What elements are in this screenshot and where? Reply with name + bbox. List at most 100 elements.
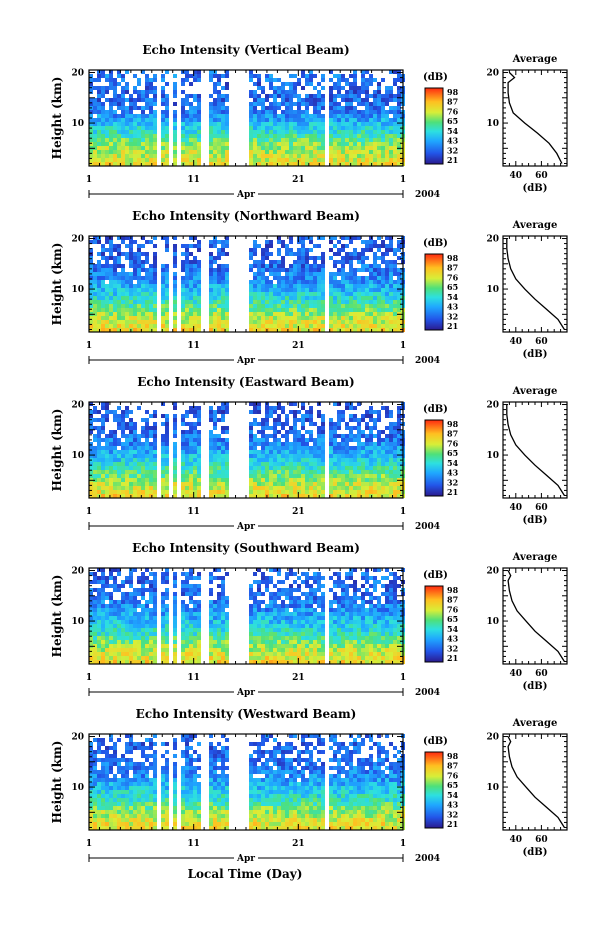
heatmap-cell bbox=[173, 434, 177, 438]
heatmap-cell bbox=[273, 102, 277, 106]
heatmap-cell bbox=[153, 430, 157, 434]
heatmap-cell bbox=[185, 276, 189, 280]
heatmap-cell bbox=[341, 106, 345, 110]
heatmap-cell bbox=[293, 446, 297, 450]
heatmap-cell bbox=[197, 276, 201, 280]
heatmap-cell bbox=[337, 458, 341, 462]
heatmap-cell bbox=[225, 494, 229, 498]
heatmap-cell bbox=[165, 316, 169, 320]
heatmap-cell bbox=[261, 426, 265, 430]
heatmap-cell bbox=[397, 102, 401, 106]
heatmap-cell bbox=[265, 474, 269, 478]
heatmap-cell bbox=[309, 454, 313, 458]
heatmap-cell bbox=[337, 252, 341, 256]
heatmap-cell bbox=[277, 276, 281, 280]
heatmap-cell bbox=[301, 486, 305, 490]
heatmap-cell bbox=[153, 150, 157, 154]
heatmap-cell bbox=[165, 284, 169, 288]
heatmap-cell bbox=[373, 260, 377, 264]
heatmap-cell bbox=[273, 442, 277, 446]
heatmap-cell bbox=[221, 324, 225, 328]
heatmap-cell bbox=[377, 86, 381, 90]
heatmap-cell bbox=[337, 442, 341, 446]
heatmap-cell bbox=[133, 588, 137, 592]
heatmap-cell bbox=[117, 146, 121, 150]
heatmap-cell bbox=[329, 494, 333, 498]
heatmap-cell bbox=[209, 478, 213, 482]
heatmap-cell bbox=[101, 490, 105, 494]
heatmap-cell bbox=[373, 426, 377, 430]
heatmap-cell bbox=[293, 288, 297, 292]
heatmap-cell bbox=[353, 248, 357, 252]
heatmap-cell bbox=[89, 296, 93, 300]
heatmap-cell bbox=[305, 110, 309, 114]
heatmap-cell bbox=[289, 328, 293, 332]
heatmap-cell bbox=[385, 248, 389, 252]
heatmap-cell bbox=[365, 240, 369, 244]
panel-title: Echo Intensity (Southward Beam) bbox=[132, 541, 360, 555]
heatmap-cell bbox=[101, 110, 105, 114]
heatmap-cell bbox=[213, 110, 217, 114]
heatmap-cell bbox=[329, 288, 333, 292]
heatmap-cell bbox=[345, 256, 349, 260]
heatmap-cell bbox=[377, 296, 381, 300]
average-y-tick-label: 20 bbox=[486, 69, 499, 79]
heatmap-cell bbox=[317, 482, 321, 486]
heatmap-cell bbox=[113, 316, 117, 320]
heatmap-cell bbox=[129, 636, 133, 640]
heatmap-cell bbox=[377, 324, 381, 328]
heatmap-cell bbox=[133, 288, 137, 292]
heatmap-cell bbox=[353, 288, 357, 292]
heatmap-cell bbox=[329, 312, 333, 316]
heatmap-cell bbox=[353, 98, 357, 102]
heatmap-cell bbox=[317, 138, 321, 142]
heatmap-cell bbox=[97, 308, 101, 312]
heatmap-cell bbox=[277, 260, 281, 264]
heatmap-cell bbox=[365, 300, 369, 304]
heatmap-cell bbox=[97, 620, 101, 624]
heatmap-cell bbox=[225, 118, 229, 122]
heatmap-cell bbox=[253, 126, 257, 130]
heatmap-cell bbox=[97, 434, 101, 438]
heatmap-cell bbox=[125, 272, 129, 276]
heatmap-cell bbox=[129, 656, 133, 660]
heatmap-cell bbox=[373, 308, 377, 312]
heatmap-cell bbox=[329, 150, 333, 154]
heatmap-cell bbox=[385, 158, 389, 162]
heatmap-cell bbox=[225, 402, 229, 406]
heatmap-cell bbox=[273, 138, 277, 142]
heatmap-cell bbox=[337, 248, 341, 252]
heatmap-cell bbox=[93, 102, 97, 106]
heatmap-cell bbox=[249, 300, 253, 304]
heatmap-cell bbox=[397, 470, 401, 474]
heatmap-cell bbox=[149, 130, 153, 134]
heatmap-cell bbox=[153, 138, 157, 142]
heatmap-cell bbox=[317, 430, 321, 434]
heatmap-cell bbox=[125, 328, 129, 332]
heatmap-cell bbox=[305, 142, 309, 146]
heatmap-cell bbox=[393, 130, 397, 134]
heatmap-cell bbox=[349, 462, 353, 466]
heatmap-cell bbox=[277, 406, 281, 410]
heatmap-cell bbox=[129, 422, 133, 426]
heatmap-cell bbox=[337, 78, 341, 82]
heatmap-cell bbox=[165, 458, 169, 462]
heatmap-cell bbox=[333, 304, 337, 308]
average-x-tick-label: 40 bbox=[510, 337, 523, 347]
heatmap-cell bbox=[269, 244, 273, 248]
heatmap bbox=[89, 70, 405, 166]
heatmap-cell bbox=[397, 288, 401, 292]
heatmap-cell bbox=[105, 122, 109, 126]
heatmap-cell bbox=[313, 324, 317, 328]
heatmap-cell bbox=[209, 490, 213, 494]
heatmap-cell bbox=[261, 158, 265, 162]
heatmap-cell bbox=[217, 248, 221, 252]
x-tick-label: 1 bbox=[86, 507, 92, 517]
heatmap-cell bbox=[313, 106, 317, 110]
heatmap-cell bbox=[225, 430, 229, 434]
heatmap-cell bbox=[265, 470, 269, 474]
heatmap-cell bbox=[117, 300, 121, 304]
heatmap-cell bbox=[297, 138, 301, 142]
heatmap-cell bbox=[357, 268, 361, 272]
heatmap-cell bbox=[369, 280, 373, 284]
